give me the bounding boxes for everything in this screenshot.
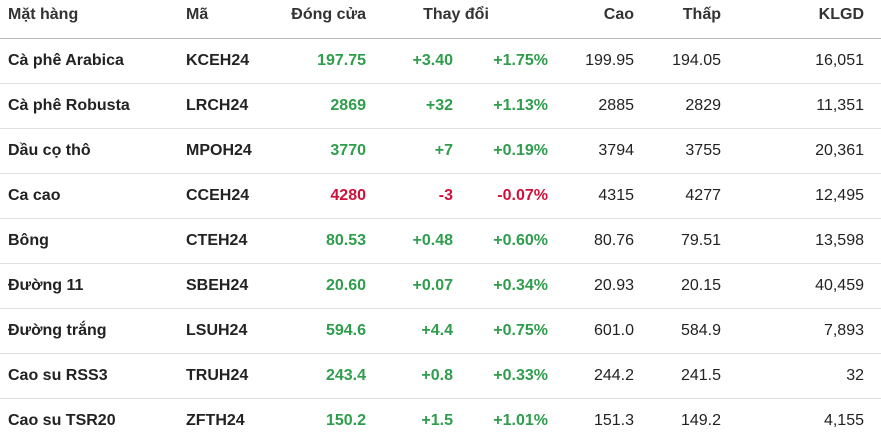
row-rule: [0, 353, 881, 354]
change-pct-cell: +0.60%: [493, 232, 548, 249]
code-cell: LSUH24: [186, 322, 248, 339]
code-cell: CCEH24: [186, 187, 250, 204]
row-rule: [0, 218, 881, 219]
name-cell: Đường 11: [8, 277, 84, 294]
close-cell: 80.53: [325, 232, 366, 249]
high-cell: 601.0: [593, 322, 634, 339]
high-cell: 4315: [598, 187, 634, 204]
change-cell: +4.4: [421, 322, 453, 339]
code-cell: KCEH24: [186, 52, 250, 69]
code-cell: SBEH24: [186, 277, 249, 294]
name-cell: Cao su TSR20: [8, 412, 116, 429]
close-cell: 243.4: [325, 367, 366, 384]
header-cell: Thay đổi: [423, 6, 489, 23]
close-cell: 2869: [330, 97, 366, 114]
low-cell: 3755: [685, 142, 721, 159]
close-cell: 3770: [330, 142, 366, 159]
high-cell: 199.95: [585, 52, 634, 69]
low-cell: 20.15: [680, 277, 721, 294]
change-pct-cell: +0.75%: [493, 322, 548, 339]
name-cell: Dầu cọ thô: [8, 142, 91, 159]
change-pct-cell: +1.01%: [493, 412, 548, 429]
low-cell: 241.5: [680, 367, 721, 384]
change-cell: +0.07: [412, 277, 453, 294]
volume-cell: 12,495: [815, 187, 864, 204]
change-pct-cell: +1.75%: [493, 52, 548, 69]
high-cell: 80.76: [593, 232, 634, 249]
change-pct-cell: +1.13%: [493, 97, 548, 114]
name-cell: Ca cao: [8, 187, 61, 204]
code-cell: ZFTH24: [186, 412, 245, 429]
volume-cell: 4,155: [823, 412, 864, 429]
name-cell: Cà phê Robusta: [8, 97, 130, 114]
low-cell: 79.51: [680, 232, 721, 249]
row-rule: [0, 398, 881, 399]
close-cell: 197.75: [317, 52, 366, 69]
volume-cell: 16,051: [815, 52, 864, 69]
close-cell: 594.6: [325, 322, 366, 339]
change-cell: -3: [438, 187, 453, 204]
change-pct-cell: -0.07%: [497, 187, 548, 204]
close-cell: 4280: [330, 187, 366, 204]
name-cell: Đường trắng: [8, 322, 107, 339]
low-cell: 584.9: [680, 322, 721, 339]
row-rule: [0, 83, 881, 84]
change-cell: +0.48: [412, 232, 453, 249]
change-cell: +3.40: [412, 52, 453, 69]
header-cell: KLGD: [818, 6, 864, 23]
volume-cell: 40,459: [815, 277, 864, 294]
change-cell: +32: [425, 97, 453, 114]
high-cell: 151.3: [593, 412, 634, 429]
volume-cell: 7,893: [823, 322, 864, 339]
row-rule: [0, 308, 881, 309]
volume-cell: 13,598: [815, 232, 864, 249]
header-rule: [0, 38, 881, 39]
high-cell: 3794: [598, 142, 634, 159]
header-cell: Thấp: [682, 6, 721, 23]
code-cell: TRUH24: [186, 367, 249, 384]
name-cell: Cà phê Arabica: [8, 52, 124, 69]
low-cell: 4277: [685, 187, 721, 204]
row-rule: [0, 173, 881, 174]
header-cell: Mặt hàng: [8, 6, 79, 23]
change-cell: +1.5: [421, 412, 453, 429]
volume-cell: 11,351: [816, 97, 864, 114]
high-cell: 2885: [598, 97, 634, 114]
name-cell: Bông: [8, 232, 49, 249]
change-cell: +0.8: [421, 367, 453, 384]
change-pct-cell: +0.33%: [493, 367, 548, 384]
code-cell: LRCH24: [186, 97, 249, 114]
volume-cell: 32: [846, 367, 864, 384]
low-cell: 149.2: [680, 412, 721, 429]
high-cell: 244.2: [593, 367, 634, 384]
volume-cell: 20,361: [815, 142, 864, 159]
close-cell: 150.2: [325, 412, 366, 429]
header-cell: Cao: [603, 6, 634, 23]
row-rule: [0, 263, 881, 264]
high-cell: 20.93: [593, 277, 634, 294]
row-rule: [0, 128, 881, 129]
code-cell: MPOH24: [186, 142, 252, 159]
close-cell: 20.60: [325, 277, 366, 294]
header-cell: Mã: [186, 6, 209, 23]
name-cell: Cao su RSS3: [8, 367, 108, 384]
change-pct-cell: +0.34%: [493, 277, 548, 294]
low-cell: 2829: [685, 97, 721, 114]
change-cell: +7: [434, 142, 453, 159]
code-cell: CTEH24: [186, 232, 248, 249]
low-cell: 194.05: [672, 52, 721, 69]
header-cell: Đóng cửa: [291, 6, 366, 23]
change-pct-cell: +0.19%: [493, 142, 548, 159]
